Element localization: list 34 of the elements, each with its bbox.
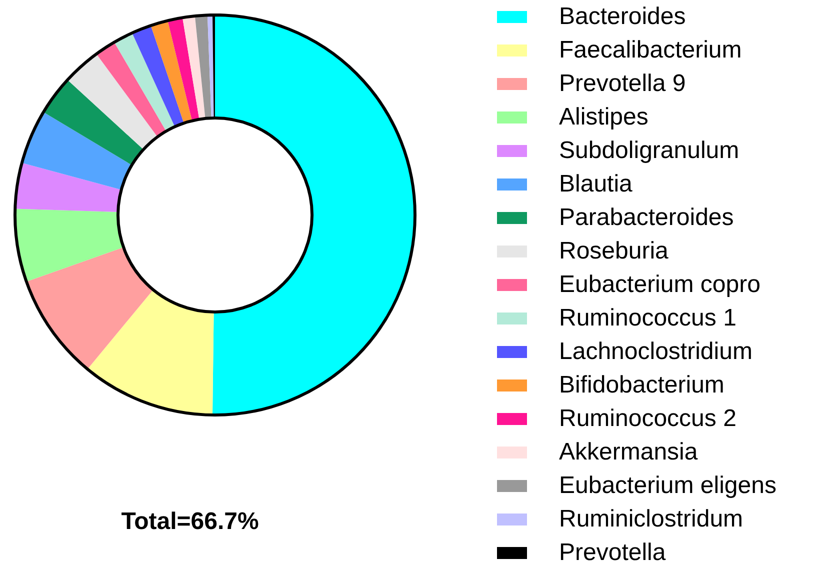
- donut-slice: [168, 18, 200, 121]
- legend-label: Lachnoclostridium: [559, 338, 752, 365]
- legend-label: Eubacterium eligens: [559, 472, 776, 499]
- legend-label: Prevotella: [559, 539, 666, 566]
- donut-slice: [194, 15, 212, 118]
- donut-slice: [26, 247, 154, 370]
- legend-label: Faecalibacterium: [559, 36, 742, 64]
- donut-slice: [150, 20, 192, 124]
- donut-slice: [114, 32, 175, 132]
- legend-label: Bifidobacterium: [559, 372, 724, 398]
- legend-label: Ruminococcus 1: [559, 304, 736, 332]
- legend-label: Subdoligranulum: [559, 137, 740, 164]
- donut-slice: [88, 290, 214, 415]
- legend-label: Ruminiclostridum: [559, 506, 744, 532]
- donut-slice: [15, 162, 122, 212]
- donut-slice: [212, 15, 415, 415]
- legend-label: Prevotella 9: [559, 70, 686, 97]
- legend-label: Roseburia: [559, 238, 670, 264]
- donut-slice: [22, 112, 132, 190]
- donut-slice: [43, 80, 144, 166]
- donut-slice: [207, 15, 214, 118]
- legend-label: Parabacteroides: [559, 204, 734, 231]
- legend-label: Bacteroides: [559, 3, 686, 30]
- donut-slice: [132, 26, 184, 127]
- donut-slice: [182, 16, 206, 120]
- legend-label: Eubacterium copro: [559, 271, 760, 298]
- donut-slice: [15, 208, 124, 282]
- legend-label: Alistipes: [559, 104, 648, 130]
- text: Total=66.7%: [121, 508, 259, 535]
- legend-label: Blautia: [559, 170, 634, 198]
- donut-slice: [67, 54, 158, 150]
- donut-slice: [96, 42, 166, 137]
- legend-label: Akkermansia: [559, 438, 698, 466]
- legend-label: Ruminococcus 2: [559, 405, 736, 432]
